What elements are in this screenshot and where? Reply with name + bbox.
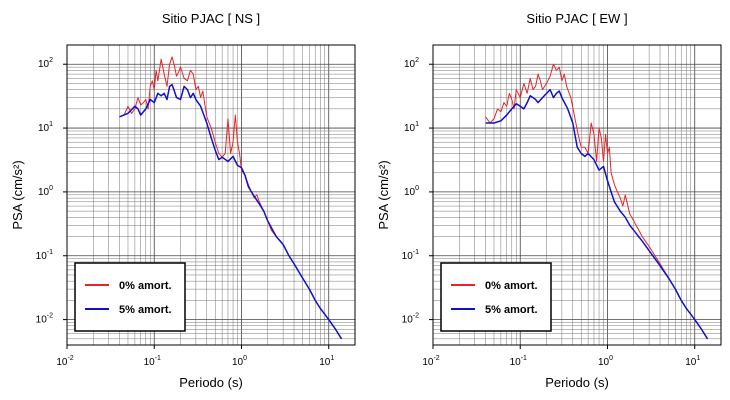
y-tick-label: 101 xyxy=(404,121,419,134)
legend-label: 5% amort. xyxy=(485,304,538,316)
series-line-damped xyxy=(485,88,709,340)
x-tick-exponent: -2 xyxy=(433,355,439,362)
legend-box xyxy=(74,262,186,332)
y-tick-label: 102 xyxy=(404,57,419,70)
x-tick-exponent: 0 xyxy=(243,355,247,362)
y-tick-exponent: 0 xyxy=(415,185,419,192)
chart-title: Sitio PJAC [ EW ] xyxy=(526,11,627,26)
x-tick-exponent: -1 xyxy=(155,355,161,362)
x-tick-label: 101 xyxy=(685,355,700,368)
y-tick-exponent: 1 xyxy=(49,121,53,128)
x-tick-exponent: 1 xyxy=(696,355,700,362)
y-tick-label: 100 xyxy=(404,185,419,198)
y-tick-label: 10-2 xyxy=(402,313,419,326)
x-tick-exponent: -1 xyxy=(521,355,527,362)
legend-label: 0% amort. xyxy=(485,280,538,292)
y-tick-label: 101 xyxy=(38,121,53,134)
legend: 0% amort. 5% amort. xyxy=(440,262,552,332)
x-tick-label: 10-2 xyxy=(56,355,73,368)
y-tick-exponent: -2 xyxy=(413,313,419,320)
y-tick-label: 102 xyxy=(38,57,53,70)
y-tick-exponent: 0 xyxy=(49,185,53,192)
plot-frame xyxy=(432,44,722,346)
x-tick-exponent: 1 xyxy=(330,355,334,362)
legend-label: 5% amort. xyxy=(119,304,172,316)
y-tick-exponent: 2 xyxy=(49,57,53,64)
y-tick-label: 10-1 xyxy=(402,249,419,262)
grid xyxy=(66,44,356,346)
series-line-undamped xyxy=(485,63,708,340)
y-tick-exponent: -1 xyxy=(413,249,419,256)
x-tick-exponent: 0 xyxy=(609,355,613,362)
x-tick-label: 10-1 xyxy=(144,355,161,368)
legend-label: 0% amort. xyxy=(119,280,172,292)
x-axis-label: Periodo (s) xyxy=(545,375,609,390)
plot-frame xyxy=(66,44,356,346)
y-tick-label: 10-1 xyxy=(36,249,53,262)
y-tick-exponent: -1 xyxy=(47,249,53,256)
series-group xyxy=(485,63,709,340)
legend-box xyxy=(440,262,552,332)
chart-title: Sitio PJAC [ NS ] xyxy=(162,11,260,26)
y-axis-label: PSA (cm/s²) xyxy=(10,160,25,229)
y-tick-exponent: 2 xyxy=(415,57,419,64)
x-tick-label: 10-1 xyxy=(510,355,527,368)
x-axis-label: Periodo (s) xyxy=(179,375,243,390)
x-tick-exponent: -2 xyxy=(67,355,73,362)
x-tick-label: 10-2 xyxy=(422,355,439,368)
y-axis-label: PSA (cm/s²) xyxy=(376,160,391,229)
y-tick-label: 10-2 xyxy=(36,313,53,326)
y-tick-exponent: 1 xyxy=(415,121,419,128)
series-group xyxy=(119,56,343,340)
y-tick-label: 100 xyxy=(38,185,53,198)
x-tick-label: 100 xyxy=(232,355,247,368)
x-tick-label: 100 xyxy=(598,355,613,368)
x-tick-label: 101 xyxy=(319,355,334,368)
series-line-damped xyxy=(119,83,343,340)
y-tick-exponent: -2 xyxy=(47,313,53,320)
legend: 0% amort. 5% amort. xyxy=(74,262,186,332)
